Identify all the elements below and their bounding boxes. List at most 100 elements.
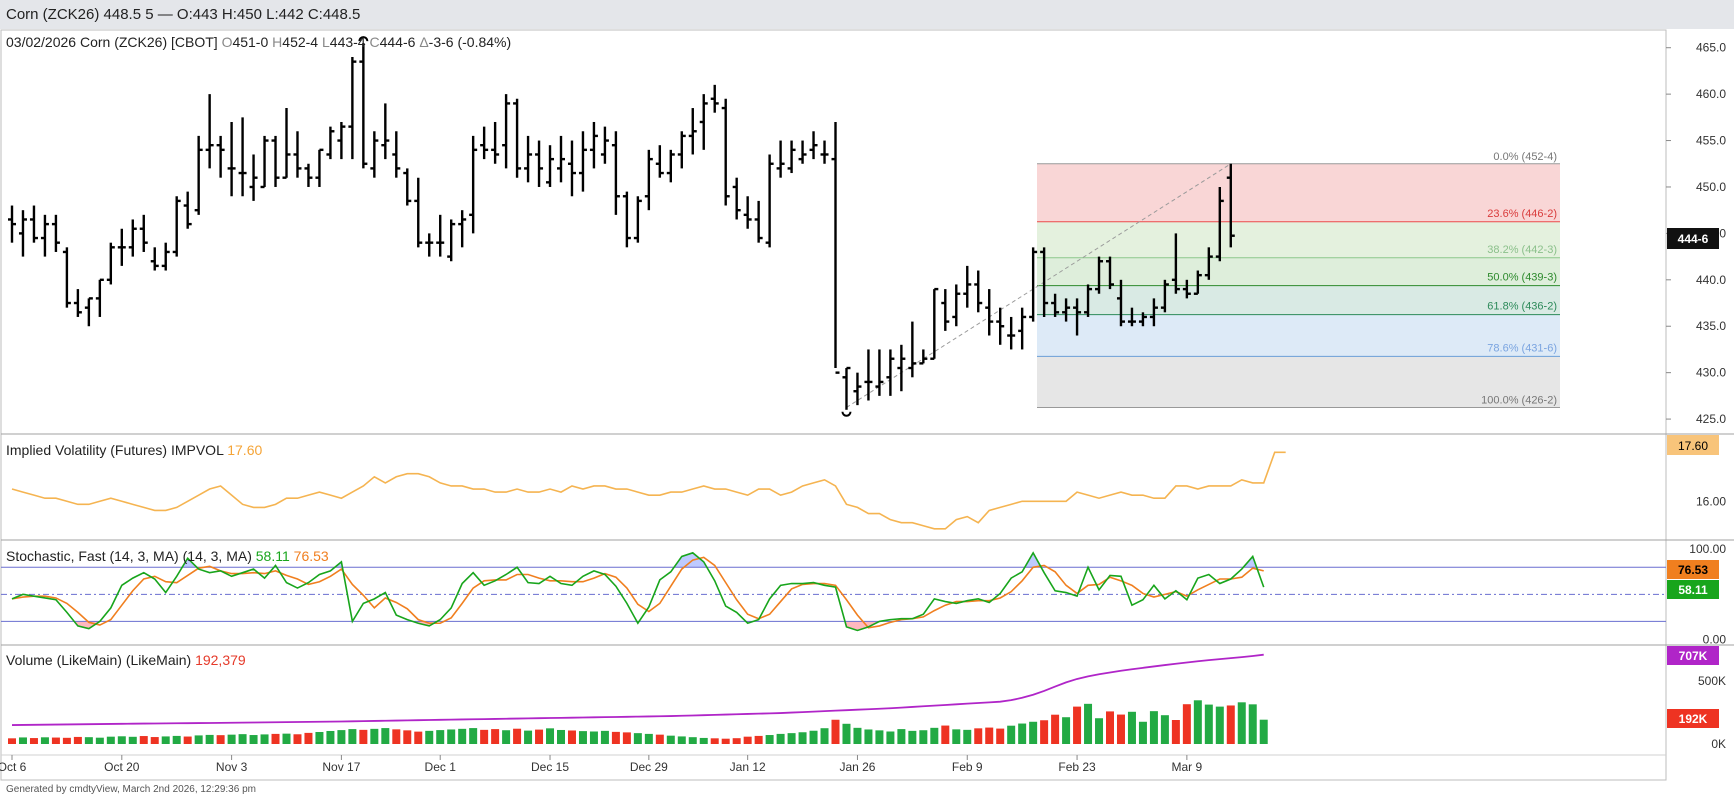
ohlc-bar [271,135,280,187]
ohlc-bar [688,108,697,155]
volume-bar [370,728,379,744]
ohlc-bar [908,321,917,378]
volume-bar [688,737,697,744]
ohlc-bar [831,121,840,374]
volume-bar [677,736,686,744]
volume-bar [1226,705,1235,744]
ohlc-bar [820,140,829,164]
ohlc-bar [117,228,126,266]
volume-bar [183,736,192,744]
volume-bar [743,736,752,744]
volume-bar [1127,711,1136,744]
ohlc-bar [513,98,522,178]
ohlc-bar [1171,233,1180,294]
fib-level-label: 0.0% (452-4) [1493,151,1557,163]
volume-bar [1007,725,1016,744]
ohlc-bar [337,121,346,160]
price-tick-label: 460.0 [1696,87,1726,101]
ohlc-bar [886,349,895,396]
ohlc-bar [732,177,741,220]
volume-title-text: Volume (LikeMain) [6,652,122,668]
stoch-overbought-fill [1024,552,1042,568]
ohlc-bar [842,366,851,410]
ohlc-bar [567,140,576,197]
volume-bar [600,730,609,744]
ohlc-bar [622,191,631,248]
ohlc-bar [985,289,994,336]
stoch-d-badge: 76.53 [1667,560,1719,579]
ivol-badge-text: 17.60 [1678,439,1708,453]
volume-bar [29,738,38,744]
ohlc-bar [1007,316,1016,350]
fib-zone [1037,163,1560,222]
fibonacci-retracement: 0.0% (452-4) 23.6% (446-2) 38.2% (442-3) 50… [846,151,1560,408]
ohlc-bar [941,289,950,331]
ohlc-bar [754,200,763,243]
volume-bar [161,736,170,744]
volume-bar [1116,714,1125,744]
volume-bar [1160,715,1169,744]
ohlc-bar [1182,279,1191,299]
volume-bar [1171,720,1180,744]
volume-bar [754,735,763,744]
volume-bar [557,729,565,744]
time-tick-label: Feb 23 [1058,760,1096,774]
time-tick-label: Oct 20 [104,760,140,774]
volume-bar [633,733,642,744]
volume-bar [699,737,708,744]
ohlc-bar [348,56,357,160]
volume-bar [710,738,719,744]
header-open-prefix: O [222,34,233,50]
volume-bar [908,730,917,744]
volume-bar [611,731,620,744]
ohlc-bar [436,214,445,257]
stoch-title-text: Stochastic, Fast (14, 3, MA) [6,548,179,564]
ohlc-bar [535,140,544,187]
volume-bar [513,728,522,744]
volume-bar [798,732,807,744]
volume-bar [589,731,598,744]
price-bars [8,36,1235,417]
volume-bar [941,725,950,744]
volume-bar [469,728,478,744]
volume-bar [458,728,467,744]
time-tick-label: Dec 1 [425,760,457,774]
volume-bar [315,732,324,744]
volume-bar [359,729,368,744]
volume-bar [337,730,346,744]
ohlc-bar [1040,247,1049,317]
volume-bar [546,728,555,744]
title-bar [0,0,1734,29]
time-tick-label: Jan 12 [730,760,766,774]
volume-bar [1095,718,1104,744]
ohlc-bar [128,219,137,257]
volume-bar [622,732,631,744]
stoch-k-value: 58.11 [256,548,290,564]
stoch-k-badge-text: 58.11 [1678,583,1708,597]
last-price-badge: 444-6 [1667,228,1719,249]
price-tick-label: 450.0 [1696,180,1726,194]
volume-bar [447,729,456,744]
volume-bar [985,727,994,744]
volume-bar [1193,700,1202,744]
volume-bar [62,737,71,744]
volume-bar [567,730,576,744]
volume-bar [1029,721,1038,744]
volume-bar [963,729,972,744]
stoch-d-line [11,556,1264,629]
ohlc-bar [491,121,500,164]
ohlc-bar [809,131,818,160]
fib-zone [1037,356,1560,408]
volume-bar [205,734,214,744]
volume-bar [820,728,829,744]
volume-bar [502,730,511,744]
stoch-params: (14, 3, MA) [183,548,252,564]
ohlc-bar [919,349,928,365]
volume-bar [392,729,401,744]
ohlc-bar [326,126,335,160]
ohlc-bar [106,242,115,285]
volume-bar [293,734,302,744]
header-date: 03/02/2026 [6,34,76,50]
ivol-panel [11,451,1286,530]
